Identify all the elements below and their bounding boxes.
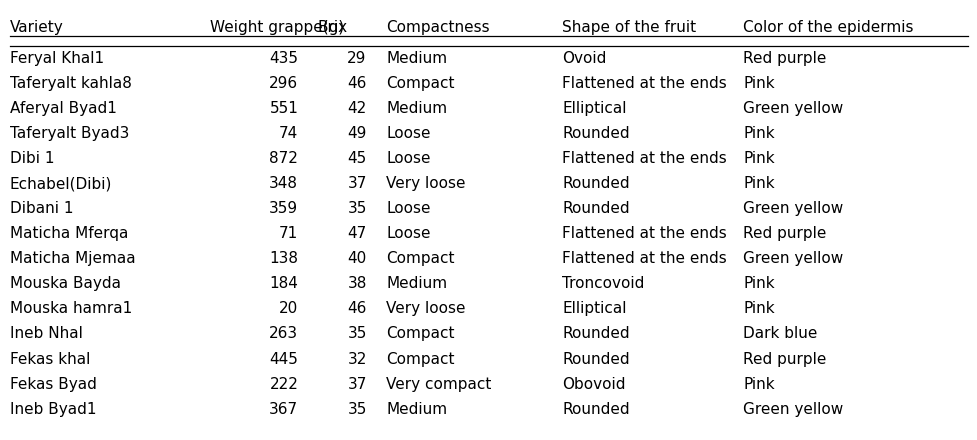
Text: 38: 38	[347, 276, 366, 291]
Text: Pink: Pink	[743, 176, 774, 191]
Text: 42: 42	[347, 101, 366, 116]
Text: Weight grappe(g): Weight grappe(g)	[210, 20, 344, 35]
Text: Rounded: Rounded	[562, 352, 629, 367]
Text: 296: 296	[269, 76, 298, 91]
Text: Flattened at the ends: Flattened at the ends	[562, 226, 726, 241]
Text: 45: 45	[347, 151, 366, 166]
Text: 37: 37	[347, 176, 366, 191]
Text: 40: 40	[347, 251, 366, 266]
Text: Compact: Compact	[386, 76, 454, 91]
Text: Flattened at the ends: Flattened at the ends	[562, 76, 726, 91]
Text: 29: 29	[347, 51, 366, 66]
Text: Red purple: Red purple	[743, 352, 826, 367]
Text: 35: 35	[347, 201, 366, 216]
Text: 32: 32	[347, 352, 366, 367]
Text: Mouska Bayda: Mouska Bayda	[10, 276, 120, 291]
Text: Rounded: Rounded	[562, 176, 629, 191]
Text: Taferyalt Byad3: Taferyalt Byad3	[10, 126, 129, 141]
Text: 348: 348	[269, 176, 298, 191]
Text: Obovoid: Obovoid	[562, 377, 625, 392]
Text: Feryal Khal1: Feryal Khal1	[10, 51, 104, 66]
Text: Pink: Pink	[743, 276, 774, 291]
Text: Medium: Medium	[386, 276, 446, 291]
Text: Dark blue: Dark blue	[743, 326, 817, 341]
Text: 872: 872	[269, 151, 298, 166]
Text: 445: 445	[269, 352, 298, 367]
Text: 551: 551	[269, 101, 298, 116]
Text: 74: 74	[278, 126, 298, 141]
Text: Maticha Mferqa: Maticha Mferqa	[10, 226, 128, 241]
Text: Ineb Nhal: Ineb Nhal	[10, 326, 83, 341]
Text: Green yellow: Green yellow	[743, 201, 843, 216]
Text: Pink: Pink	[743, 301, 774, 316]
Text: 35: 35	[347, 326, 366, 341]
Text: Very compact: Very compact	[386, 377, 491, 392]
Text: Rounded: Rounded	[562, 402, 629, 417]
Text: Loose: Loose	[386, 201, 431, 216]
Text: 184: 184	[269, 276, 298, 291]
Text: Dibi 1: Dibi 1	[10, 151, 55, 166]
Text: Red purple: Red purple	[743, 51, 826, 66]
Text: 359: 359	[269, 201, 298, 216]
Text: Green yellow: Green yellow	[743, 402, 843, 417]
Text: Green yellow: Green yellow	[743, 251, 843, 266]
Text: 49: 49	[347, 126, 366, 141]
Text: Elliptical: Elliptical	[562, 101, 626, 116]
Text: Fekas Byad: Fekas Byad	[10, 377, 97, 392]
Text: 46: 46	[347, 301, 366, 316]
Text: Rounded: Rounded	[562, 126, 629, 141]
Text: Rounded: Rounded	[562, 201, 629, 216]
Text: Very loose: Very loose	[386, 301, 465, 316]
Text: 367: 367	[269, 402, 298, 417]
Text: 222: 222	[269, 377, 298, 392]
Text: Elliptical: Elliptical	[562, 301, 626, 316]
Text: 46: 46	[347, 76, 366, 91]
Text: Medium: Medium	[386, 101, 446, 116]
Text: Flattened at the ends: Flattened at the ends	[562, 151, 726, 166]
Text: Red purple: Red purple	[743, 226, 826, 241]
Text: Color of the epidermis: Color of the epidermis	[743, 20, 913, 35]
Text: Compact: Compact	[386, 352, 454, 367]
Text: Pink: Pink	[743, 126, 774, 141]
Text: Brix: Brix	[318, 20, 348, 35]
Text: Compact: Compact	[386, 251, 454, 266]
Text: 47: 47	[347, 226, 366, 241]
Text: Compactness: Compactness	[386, 20, 489, 35]
Text: Ineb Byad1: Ineb Byad1	[10, 402, 96, 417]
Text: Fekas khal: Fekas khal	[10, 352, 90, 367]
Text: Pink: Pink	[743, 377, 774, 392]
Text: 138: 138	[269, 251, 298, 266]
Text: Maticha Mjemaa: Maticha Mjemaa	[10, 251, 135, 266]
Text: Green yellow: Green yellow	[743, 101, 843, 116]
Text: 20: 20	[278, 301, 298, 316]
Text: Loose: Loose	[386, 226, 431, 241]
Text: Dibani 1: Dibani 1	[10, 201, 73, 216]
Text: 71: 71	[278, 226, 298, 241]
Text: Pink: Pink	[743, 151, 774, 166]
Text: Shape of the fruit: Shape of the fruit	[562, 20, 696, 35]
Text: Ovoid: Ovoid	[562, 51, 606, 66]
Text: Troncovoid: Troncovoid	[562, 276, 644, 291]
Text: Echabel(Dibi): Echabel(Dibi)	[10, 176, 112, 191]
Text: Taferyalt kahla8: Taferyalt kahla8	[10, 76, 132, 91]
Text: Medium: Medium	[386, 402, 446, 417]
Text: Rounded: Rounded	[562, 326, 629, 341]
Text: Pink: Pink	[743, 76, 774, 91]
Text: Medium: Medium	[386, 51, 446, 66]
Text: Mouska hamra1: Mouska hamra1	[10, 301, 132, 316]
Text: 263: 263	[269, 326, 298, 341]
Text: Variety: Variety	[10, 20, 64, 35]
Text: Compact: Compact	[386, 326, 454, 341]
Text: 37: 37	[347, 377, 366, 392]
Text: Loose: Loose	[386, 151, 431, 166]
Text: Very loose: Very loose	[386, 176, 465, 191]
Text: Aferyal Byad1: Aferyal Byad1	[10, 101, 116, 116]
Text: Flattened at the ends: Flattened at the ends	[562, 251, 726, 266]
Text: Loose: Loose	[386, 126, 431, 141]
Text: 35: 35	[347, 402, 366, 417]
Text: 435: 435	[269, 51, 298, 66]
